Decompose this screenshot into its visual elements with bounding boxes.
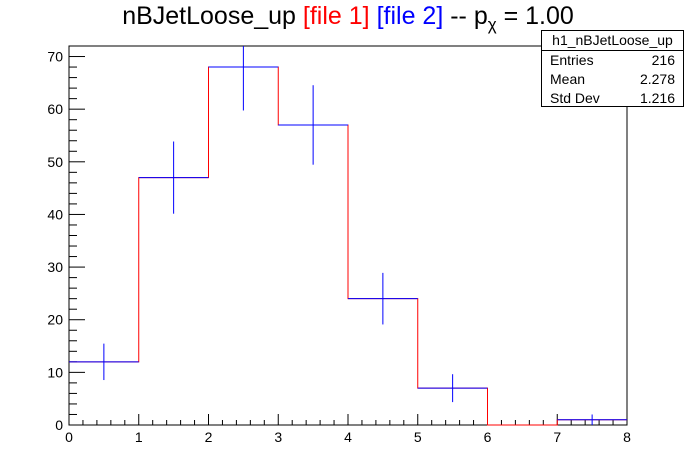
x-tick-label: 3 xyxy=(274,429,282,445)
title-suffix-value: = 1.00 xyxy=(503,2,574,30)
x-tick-label: 7 xyxy=(553,429,561,445)
stats-name: h1_nBJetLoose_up xyxy=(542,31,683,51)
y-tick-label: 50 xyxy=(47,154,63,170)
x-tick-label: 0 xyxy=(65,429,73,445)
stats-mean-label: Mean xyxy=(550,71,586,87)
stats-mean-row: Mean 2.278 xyxy=(542,70,683,89)
x-tick-label: 8 xyxy=(623,429,631,445)
x-tick-label: 6 xyxy=(484,429,492,445)
title-main: nBJetLoose_up xyxy=(122,2,296,30)
y-tick-label: 70 xyxy=(47,49,63,65)
title-file2: [file 2] xyxy=(376,2,444,30)
y-tick-label: 0 xyxy=(55,417,63,433)
y-tick-label: 60 xyxy=(47,101,63,117)
x-tick-label: 5 xyxy=(414,429,422,445)
stats-entries-label: Entries xyxy=(550,52,594,68)
x-tick-label: 1 xyxy=(135,429,143,445)
y-tick-label: 30 xyxy=(47,259,63,275)
title-suffix-sub: χ xyxy=(487,15,497,34)
stats-mean-value: 2.278 xyxy=(639,71,675,87)
y-tick-label: 40 xyxy=(47,206,63,222)
x-tick-label: 2 xyxy=(205,429,213,445)
title-file1: [file 1] xyxy=(302,2,370,30)
y-tick-label: 20 xyxy=(47,312,63,328)
histogram-step-line xyxy=(69,66,627,426)
stats-entries-row: Entries 216 xyxy=(542,51,683,70)
title-suffix-prefix: -- p xyxy=(450,2,488,30)
stats-stddev-row: Std Dev 1.216 xyxy=(542,89,683,108)
stats-entries-value: 216 xyxy=(651,52,675,68)
stats-stddev-value: 1.216 xyxy=(639,90,675,106)
stats-box: h1_nBJetLoose_up Entries 216 Mean 2.278 … xyxy=(541,30,684,107)
x-tick-label: 4 xyxy=(344,429,352,445)
chart-title: nBJetLoose_up [file 1] [file 2] -- pχ = … xyxy=(0,2,696,35)
y-tick-label: 10 xyxy=(47,364,63,380)
stats-stddev-label: Std Dev xyxy=(550,90,600,106)
